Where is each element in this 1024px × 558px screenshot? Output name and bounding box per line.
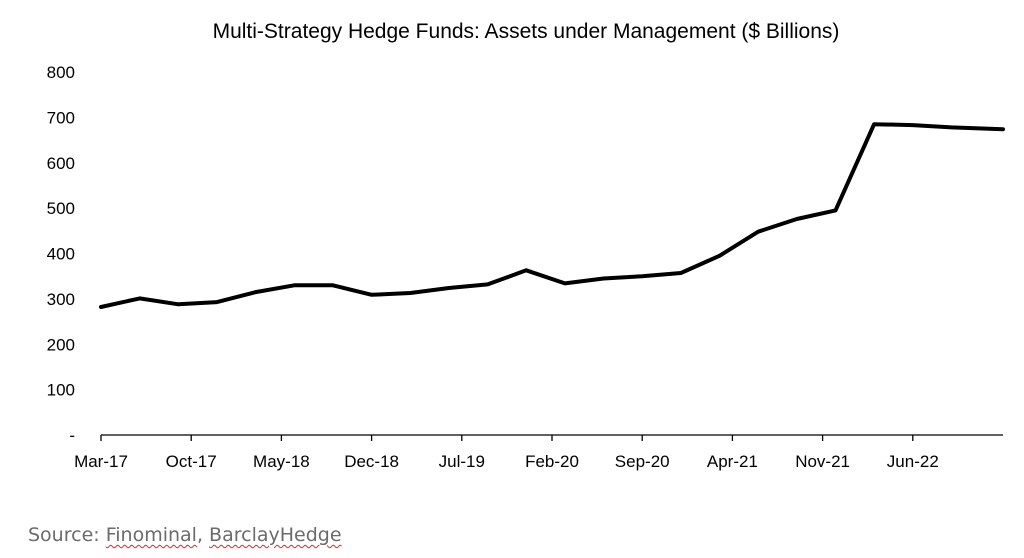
source-barclayhedge: BarclayHedge <box>209 524 342 546</box>
x-tick-label-8: Nov-21 <box>795 452 850 471</box>
source-prefix: Source: <box>28 524 106 546</box>
source-note: Source: Finominal, BarclayHedge <box>28 524 342 546</box>
x-axis-tick-labels: Mar-17 Oct-17 May-18 Dec-18 Jul-19 Feb-20 Sep-… <box>74 452 939 471</box>
series-line-aum <box>99 122 1005 309</box>
y-tick-label-3: 300 <box>47 290 75 309</box>
x-tick-label-1: Oct-17 <box>166 452 217 471</box>
y-tick-label-5: 500 <box>47 199 75 218</box>
x-tick-label-4: Jul-19 <box>439 452 485 471</box>
x-tick-label-2: May-18 <box>253 452 310 471</box>
y-tick-label-2: 200 <box>47 335 75 354</box>
y-tick-label-7: 700 <box>47 108 75 127</box>
y-tick-label-6: 600 <box>47 154 75 173</box>
x-axis-tick-marks <box>100 435 914 441</box>
x-tick-label-0: Mar-17 <box>74 452 128 471</box>
chart-title: Multi-Strategy Hedge Funds: Assets under… <box>213 20 840 43</box>
x-tick-label-6: Sep-20 <box>615 452 670 471</box>
x-tick-label-3: Dec-18 <box>344 452 399 471</box>
y-axis-tick-labels: - 100 200 300 400 500 600 700 800 <box>47 63 75 445</box>
y-tick-label-1: 100 <box>47 381 75 400</box>
source-finominal: Finominal <box>105 524 197 546</box>
x-tick-label-9: Jun-22 <box>887 452 939 471</box>
x-tick-label-7: Apr-21 <box>707 452 758 471</box>
y-tick-label-0: - <box>69 426 75 445</box>
y-tick-label-4: 400 <box>47 245 75 264</box>
source-separator: , <box>196 524 210 546</box>
x-tick-label-5: Feb-20 <box>525 452 579 471</box>
y-tick-label-8: 800 <box>47 63 75 82</box>
